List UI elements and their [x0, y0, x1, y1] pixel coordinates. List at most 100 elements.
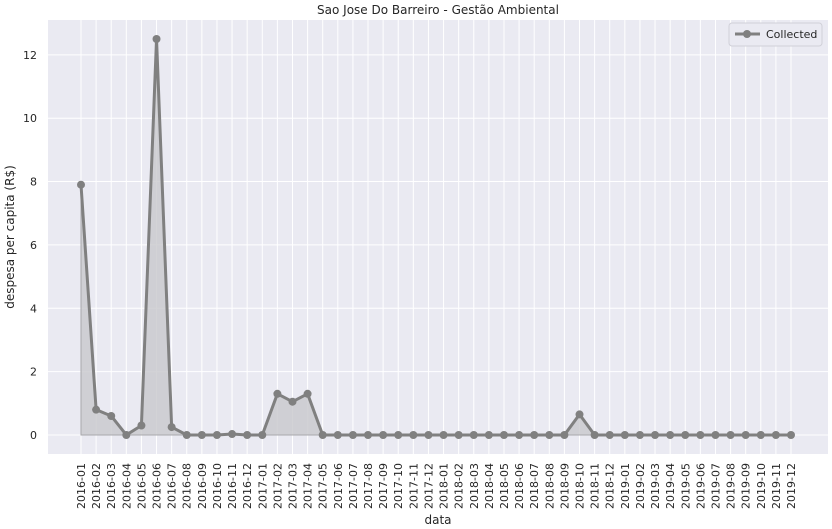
- y-axis-ticks: 024681012: [23, 49, 37, 442]
- x-axis-label: data: [424, 513, 451, 527]
- data-point: [696, 431, 704, 439]
- x-tick-label: 2019-11: [770, 463, 783, 509]
- x-tick-label: 2016-02: [90, 463, 103, 509]
- data-point: [77, 181, 85, 189]
- x-tick-label: 2016-09: [196, 463, 209, 509]
- x-tick-label: 2019-01: [619, 463, 632, 509]
- data-point: [666, 431, 674, 439]
- x-tick-label: 2016-06: [151, 463, 164, 509]
- chart-title: Sao Jose Do Barreiro - Gestão Ambiental: [317, 3, 559, 17]
- x-tick-label: 2018-06: [513, 463, 526, 509]
- data-point: [319, 431, 327, 439]
- data-point: [273, 390, 281, 398]
- data-point: [168, 423, 176, 431]
- x-tick-label: 2019-04: [664, 463, 677, 509]
- data-point: [621, 431, 629, 439]
- x-tick-label: 2017-09: [377, 463, 390, 509]
- data-point: [681, 431, 689, 439]
- data-point: [757, 431, 765, 439]
- x-tick-label: 2019-08: [725, 463, 738, 509]
- data-point: [409, 431, 417, 439]
- x-tick-label: 2016-11: [226, 463, 239, 509]
- x-tick-label: 2017-12: [422, 463, 435, 509]
- data-point: [500, 431, 508, 439]
- data-point: [787, 431, 795, 439]
- data-point: [92, 406, 100, 414]
- x-tick-label: 2019-07: [709, 463, 722, 509]
- data-point: [530, 431, 538, 439]
- data-point: [636, 431, 644, 439]
- data-point: [122, 431, 130, 439]
- data-point: [258, 431, 266, 439]
- x-tick-label: 2017-04: [302, 463, 315, 509]
- x-tick-label: 2018-03: [468, 463, 481, 509]
- data-point: [213, 431, 221, 439]
- data-point: [424, 431, 432, 439]
- data-point: [576, 410, 584, 418]
- x-tick-label: 2017-08: [362, 463, 375, 509]
- data-point: [379, 431, 387, 439]
- data-point: [727, 431, 735, 439]
- x-tick-label: 2016-03: [105, 463, 118, 509]
- y-tick-label: 10: [23, 112, 37, 125]
- x-tick-label: 2017-07: [347, 463, 360, 509]
- x-tick-label: 2018-04: [483, 463, 496, 509]
- legend-marker: [743, 30, 751, 38]
- x-tick-label: 2018-12: [604, 463, 617, 509]
- y-axis-label: despesa per capita (R$): [3, 165, 17, 309]
- x-tick-label: 2019-10: [755, 463, 768, 509]
- data-point: [651, 431, 659, 439]
- data-point: [545, 431, 553, 439]
- data-point: [515, 431, 523, 439]
- x-tick-label: 2019-06: [694, 463, 707, 509]
- data-point: [228, 430, 236, 438]
- x-tick-label: 2016-07: [166, 463, 179, 509]
- data-point: [107, 412, 115, 420]
- data-point: [243, 431, 251, 439]
- x-tick-label: 2016-12: [241, 463, 254, 509]
- x-tick-label: 2019-05: [679, 463, 692, 509]
- x-tick-label: 2016-01: [75, 463, 88, 509]
- y-tick-label: 6: [30, 239, 37, 252]
- data-point: [364, 431, 372, 439]
- x-tick-label: 2017-03: [286, 463, 299, 509]
- x-tick-label: 2019-03: [649, 463, 662, 509]
- x-tick-label: 2019-09: [740, 463, 753, 509]
- x-tick-label: 2016-05: [135, 463, 148, 509]
- x-tick-label: 2016-10: [211, 463, 224, 509]
- data-point: [742, 431, 750, 439]
- data-point: [470, 431, 478, 439]
- data-point: [394, 431, 402, 439]
- x-tick-label: 2018-09: [558, 463, 571, 509]
- data-point: [349, 431, 357, 439]
- data-point: [304, 390, 312, 398]
- legend: Collected: [729, 23, 822, 46]
- x-tick-label: 2016-04: [120, 463, 133, 509]
- x-tick-label: 2017-11: [407, 463, 420, 509]
- x-axis-ticks: 2016-01 2016-02 2016-03 2016-04 2016-05 2016-…: [75, 463, 798, 509]
- data-point: [711, 431, 719, 439]
- x-tick-label: 2018-10: [574, 463, 587, 509]
- x-tick-label: 2018-11: [589, 463, 602, 509]
- data-point: [334, 431, 342, 439]
- y-tick-label: 0: [30, 429, 37, 442]
- y-tick-label: 2: [30, 366, 37, 379]
- data-point: [440, 431, 448, 439]
- x-tick-label: 2017-05: [317, 463, 330, 509]
- data-point: [137, 421, 145, 429]
- data-point: [288, 398, 296, 406]
- y-tick-label: 12: [23, 49, 37, 62]
- data-point: [183, 431, 191, 439]
- data-point: [485, 431, 493, 439]
- x-tick-label: 2017-06: [332, 463, 345, 509]
- x-tick-label: 2016-08: [181, 463, 194, 509]
- x-tick-label: 2018-01: [438, 463, 451, 509]
- x-tick-label: 2017-01: [256, 463, 269, 509]
- x-tick-label: 2018-07: [528, 463, 541, 509]
- x-tick-label: 2018-05: [498, 463, 511, 509]
- x-tick-label: 2019-12: [785, 463, 798, 509]
- legend-label: Collected: [766, 28, 817, 41]
- data-point: [560, 431, 568, 439]
- x-tick-label: 2017-10: [392, 463, 405, 509]
